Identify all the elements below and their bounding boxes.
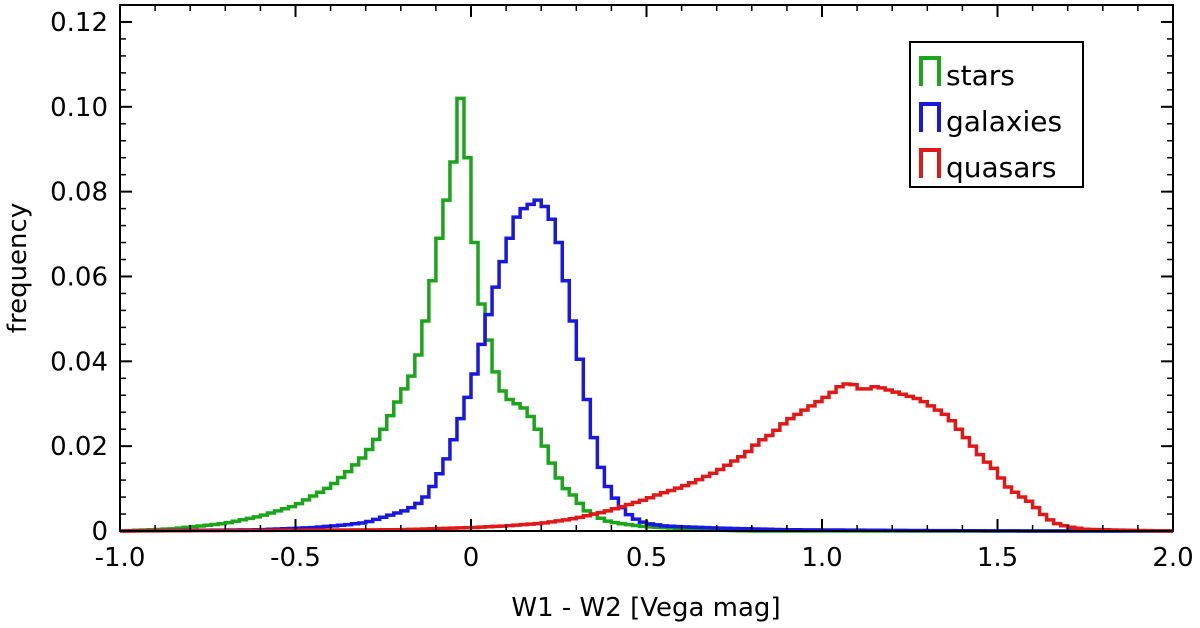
y-tick-label: 0.10 — [50, 93, 108, 123]
x-tick-label: 2.0 — [1152, 543, 1193, 573]
y-tick-label: 0.08 — [50, 178, 108, 208]
legend-label-stars: stars — [946, 59, 1015, 92]
y-tick-label: 0.12 — [50, 8, 108, 38]
x-axis-label: W1 - W2 [Vega mag] — [511, 593, 780, 623]
x-tick-label: -1.0 — [95, 543, 146, 573]
x-tick-label: 0.5 — [626, 543, 667, 573]
y-axis-label: frequency — [3, 203, 33, 333]
x-tick-labels: -1.0 -0.5 0 0.5 1.0 1.5 2.0 — [95, 543, 1194, 573]
legend-swatch-quasars — [919, 148, 941, 178]
legend-label-galaxies: galaxies — [946, 105, 1062, 138]
legend-swatch-galaxies — [919, 102, 941, 132]
y-tick-labels: 0 0.02 0.04 0.06 0.08 0.10 0.12 — [50, 8, 108, 547]
y-tick-label: 0.02 — [50, 432, 108, 462]
x-tick-label: 1.0 — [801, 543, 842, 573]
y-tick-label: 0.04 — [50, 347, 108, 377]
legend-label-quasars: quasars — [946, 151, 1057, 184]
y-tick-label: 0.06 — [50, 262, 108, 292]
legend-swatch-stars — [919, 56, 941, 86]
y-tick-label: 0 — [91, 517, 108, 547]
x-tick-label: -0.5 — [270, 543, 321, 573]
x-tick-label: 0 — [463, 543, 480, 573]
x-tick-label: 1.5 — [977, 543, 1018, 573]
plot-frame — [119, 4, 1174, 532]
legend: stars galaxies quasars — [909, 41, 1084, 188]
